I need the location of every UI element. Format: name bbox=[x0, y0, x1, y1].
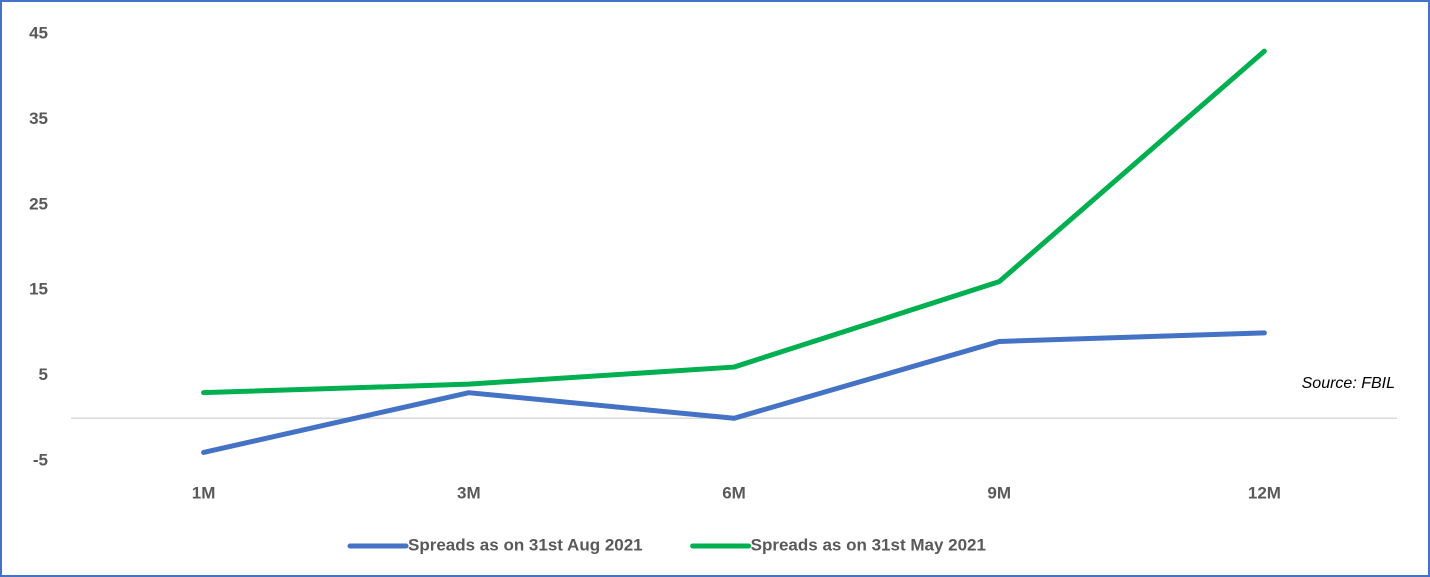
legend-label: Spreads as on 31st May 2021 bbox=[751, 535, 986, 554]
series-line bbox=[201, 48, 1267, 396]
y-tick-label: 5 bbox=[39, 365, 48, 384]
x-tick-label: 12M bbox=[1248, 483, 1281, 502]
y-tick-label: 35 bbox=[29, 109, 48, 128]
series-line bbox=[201, 330, 1267, 455]
y-tick-label: -5 bbox=[33, 450, 48, 469]
y-tick-label: 25 bbox=[29, 194, 48, 213]
x-tick-label: 3M bbox=[457, 483, 481, 502]
x-tick-label: 6M bbox=[722, 483, 746, 502]
legend-label: Spreads as on 31st Aug 2021 bbox=[408, 535, 643, 554]
x-tick-label: 9M bbox=[987, 483, 1011, 502]
source-note: Source: FBIL bbox=[1302, 375, 1395, 392]
y-tick-label: 45 bbox=[29, 23, 48, 42]
y-tick-label: 15 bbox=[29, 280, 48, 299]
x-tick-label: 1M bbox=[192, 483, 216, 502]
